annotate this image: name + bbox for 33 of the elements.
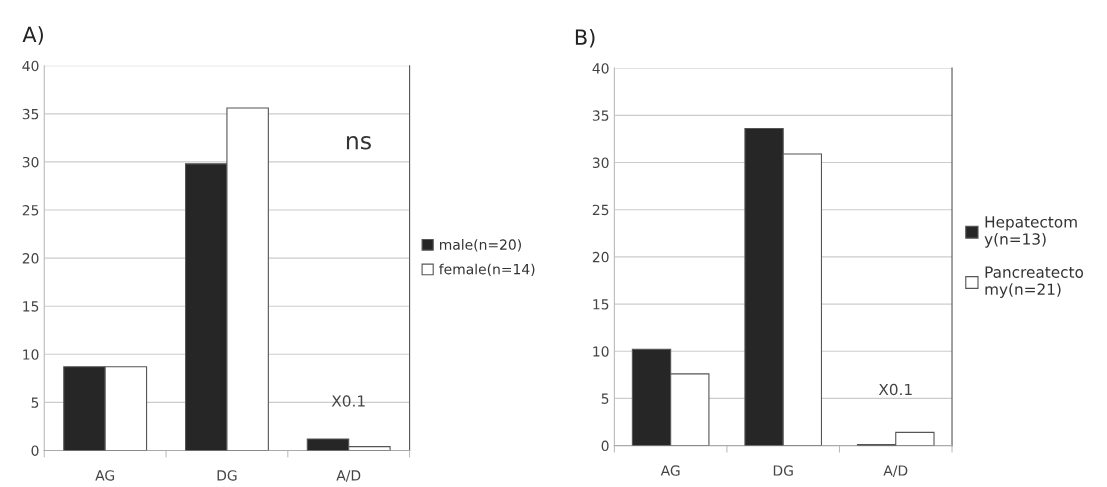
legend-label: Hepatectom y(n=13) (984, 216, 1077, 248)
y-tick-label: 25 (592, 204, 609, 216)
chart-title: A) (22, 26, 43, 45)
y-tick-label: 40 (22, 60, 39, 72)
x-tick-label: AG (660, 465, 680, 476)
y-tick-label: 35 (592, 110, 609, 121)
x-tick-label: AG (95, 470, 115, 481)
y-tick-label: 20 (592, 251, 609, 263)
y-tick-label: 5 (601, 393, 609, 404)
y-tick-label: 10 (23, 349, 39, 360)
x-tick-label: DG (217, 470, 237, 481)
y-tick-label: 0 (601, 440, 609, 452)
x-tick-label: A/D (336, 470, 361, 482)
annotation: X0.1 (878, 383, 912, 396)
legend-label: female(n=14) (439, 263, 535, 277)
y-tick-label: 5 (31, 397, 39, 408)
y-tick-label: 0 (31, 445, 39, 456)
y-tick-label: 25 (22, 204, 39, 216)
x-tick-label: A/D (883, 465, 908, 477)
y-tick-label: 20 (22, 253, 39, 264)
annotation: ns (346, 135, 371, 150)
chart-title: B) (575, 28, 595, 48)
y-tick-label: 15 (593, 299, 609, 310)
y-tick-label: 30 (592, 157, 609, 169)
legend-label: male(n=20) (440, 239, 521, 252)
y-tick-label: 30 (22, 156, 39, 168)
x-tick-label: DG (773, 465, 793, 476)
y-tick-label: 10 (593, 346, 609, 357)
legend-label: Pancreatecto my(n=21) (985, 266, 1084, 298)
y-tick-label: 40 (592, 63, 609, 74)
y-tick-label: 15 (23, 301, 39, 312)
annotation: X0.1 (331, 395, 365, 407)
y-tick-label: 35 (22, 108, 39, 120)
